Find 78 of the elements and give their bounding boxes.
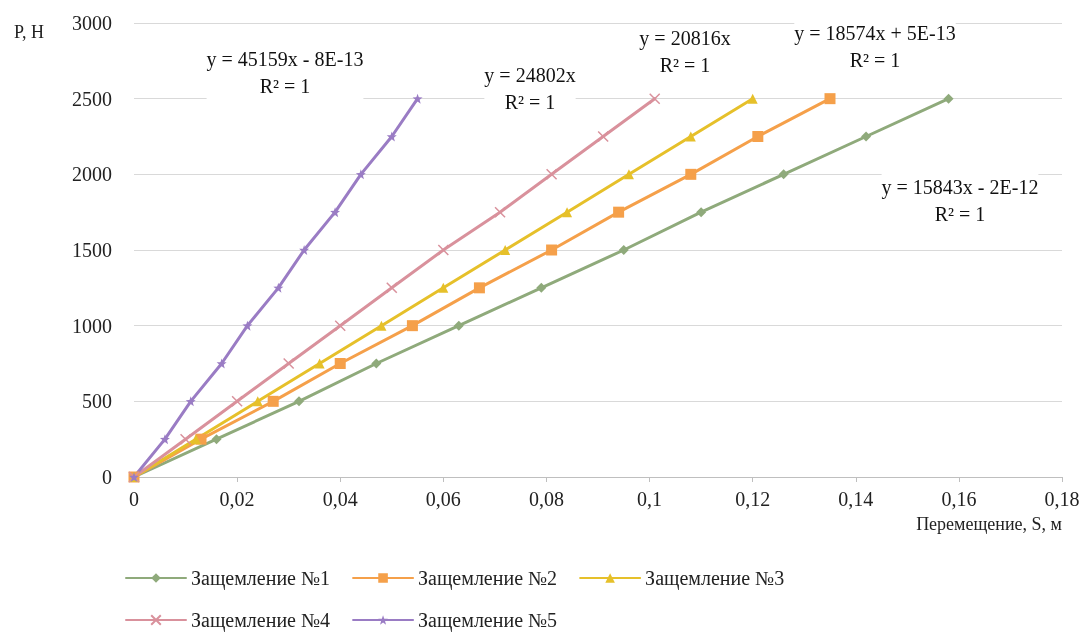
point [562, 207, 573, 218]
point [282, 357, 295, 370]
point [500, 245, 511, 255]
x-tick-label: 0,08 [528, 488, 564, 510]
y-tick-label: 2500 [72, 87, 112, 110]
point [494, 206, 506, 218]
point [412, 93, 423, 104]
point [685, 168, 697, 180]
x-tick-label: 0,16 [941, 488, 977, 510]
annotation: y = 15843x - 2E-12 R² = 1 [881, 175, 1039, 225]
point [685, 131, 696, 142]
point [190, 434, 201, 445]
point [943, 93, 954, 104]
annotation: y = 20816x R² = 1 [639, 26, 731, 76]
point [293, 396, 304, 407]
point [371, 358, 382, 369]
y-tick-label: 1500 [72, 239, 112, 261]
point [453, 320, 464, 331]
x-tick-label: 0,02 [219, 488, 255, 510]
point [648, 92, 661, 105]
annotation: y = 45159x - 8E-13 R² = 1 [206, 47, 364, 97]
y-tick-label: 2000 [72, 163, 112, 186]
x-tick-label: 0,1 [637, 488, 663, 510]
point [179, 433, 192, 445]
point [231, 395, 243, 408]
point [861, 131, 872, 142]
x-tick-label: 0 [129, 488, 139, 510]
y-axis-title: P, H [14, 22, 45, 42]
point [545, 168, 558, 181]
point [752, 131, 764, 142]
point [299, 245, 310, 255]
point [159, 434, 170, 445]
annotation: y = 18574x + 5E-13 R² = 1 [794, 21, 956, 71]
point [696, 207, 707, 218]
point [437, 244, 450, 256]
y-tick-label: 3000 [72, 12, 112, 34]
point [778, 169, 789, 180]
x-tick-label: 0,06 [425, 488, 461, 510]
point [267, 395, 279, 407]
point [273, 282, 284, 293]
point [216, 358, 227, 369]
annotation: y = 24802x R² = 1 [484, 63, 576, 113]
point [546, 244, 558, 256]
point [623, 169, 634, 180]
point [334, 319, 346, 332]
point [747, 93, 758, 104]
point [824, 93, 836, 105]
point [252, 396, 263, 407]
y-tick-label: 1000 [72, 314, 112, 337]
x-tick-label: 0,04 [322, 488, 358, 510]
legend-label: Защемление №1 [191, 567, 331, 590]
x-tick-label: 0,14 [838, 488, 874, 510]
point [242, 320, 253, 331]
point [597, 130, 609, 143]
x-axis-title: Перемещение, S, м [916, 514, 1062, 534]
point [613, 206, 625, 218]
y-tick-label: 500 [82, 390, 112, 413]
legend-label: Защемление №3 [645, 567, 785, 590]
point [406, 320, 418, 332]
point [376, 320, 387, 331]
point [438, 282, 449, 293]
point [314, 358, 325, 369]
point [334, 358, 346, 369]
point [386, 131, 397, 142]
point [185, 396, 196, 407]
y-tick-label: 0 [102, 466, 112, 488]
legend-label: Защемление №5 [418, 609, 558, 632]
x-tick-label: 0,18 [1044, 488, 1080, 510]
x-tick-label: 0,12 [735, 488, 771, 510]
point [473, 282, 485, 294]
point [330, 207, 341, 218]
legend-label: Защемление №2 [418, 567, 558, 590]
point [386, 282, 398, 294]
legend-label: Защемление №4 [191, 609, 331, 632]
point [618, 245, 629, 255]
point [211, 434, 222, 445]
point [355, 169, 366, 180]
point [536, 282, 547, 293]
